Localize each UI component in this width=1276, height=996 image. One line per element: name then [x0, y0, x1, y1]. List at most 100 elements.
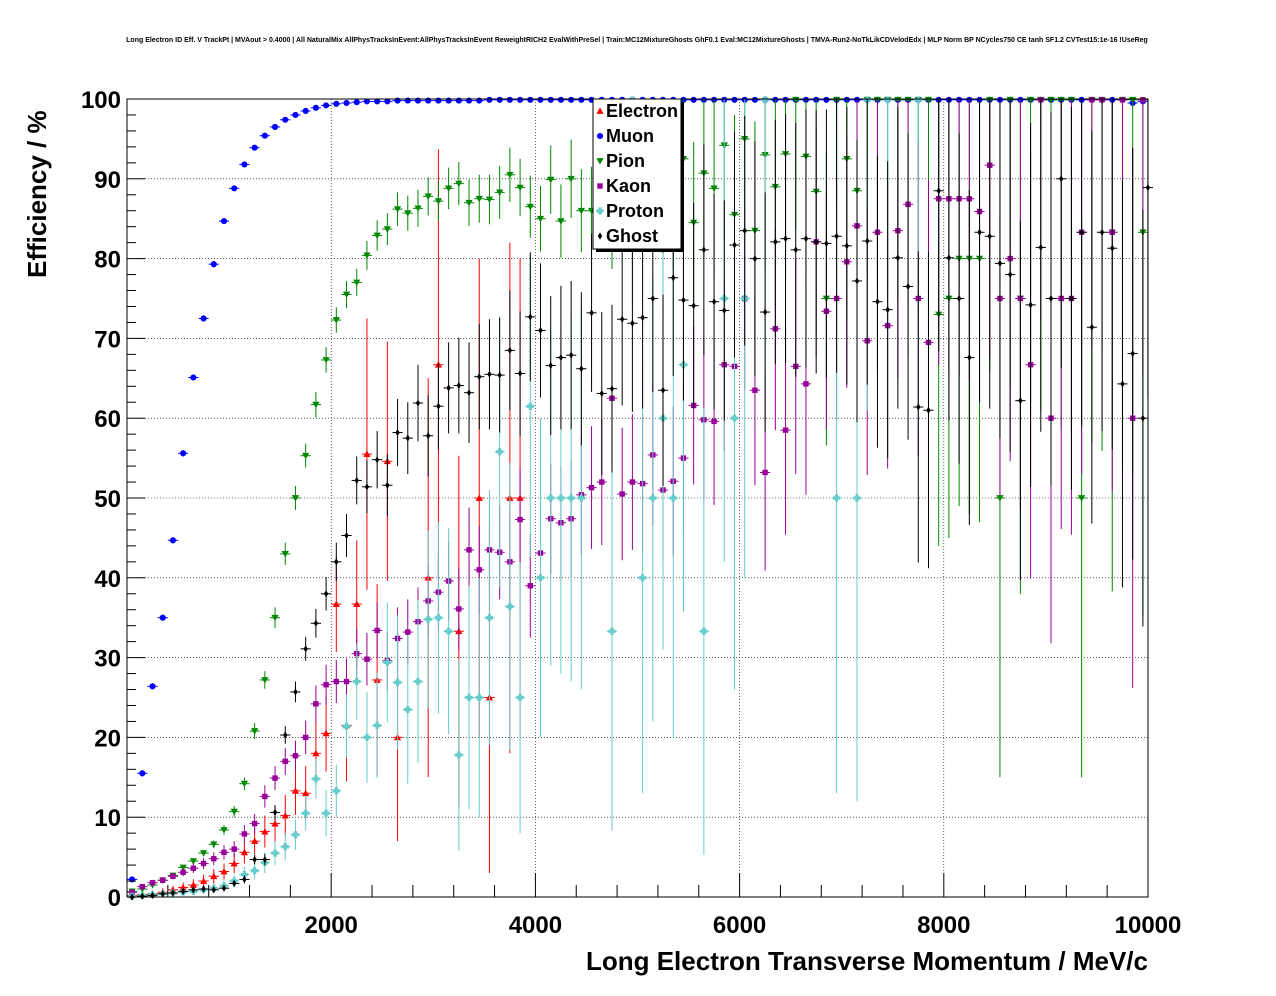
data-point	[762, 469, 768, 476]
data-point	[334, 558, 339, 566]
data-point	[496, 96, 503, 103]
data-point	[752, 255, 758, 263]
data-point	[577, 207, 585, 215]
data-point	[129, 876, 136, 883]
data-point	[140, 892, 145, 900]
data-point	[730, 414, 739, 422]
data-point	[609, 385, 615, 393]
data-point	[293, 688, 298, 696]
data-point	[548, 361, 553, 370]
data-point	[528, 313, 533, 321]
y-tick-label: 30	[94, 646, 121, 673]
data-point	[455, 97, 462, 104]
data-point	[303, 645, 308, 653]
data-point	[414, 677, 422, 686]
data-point	[516, 184, 524, 192]
data-point	[599, 389, 604, 398]
data-point	[313, 701, 319, 707]
data-point	[404, 210, 412, 217]
data-point	[536, 215, 545, 223]
data-point	[536, 574, 545, 582]
data-point	[731, 96, 738, 103]
legend-entry-proton: Proton	[596, 201, 664, 221]
data-point	[650, 294, 655, 303]
data-point	[803, 235, 809, 243]
data-point	[558, 353, 564, 362]
data-point	[1008, 270, 1013, 279]
data-point	[353, 677, 361, 686]
data-point	[996, 495, 1004, 502]
data-point	[232, 879, 237, 888]
data-point	[517, 369, 523, 378]
data-point	[302, 452, 310, 460]
data-point	[538, 326, 543, 335]
data-point	[997, 259, 1003, 267]
data-point	[231, 846, 237, 852]
data-point	[344, 531, 349, 540]
data-point	[557, 494, 565, 502]
data-point	[681, 296, 686, 304]
data-point	[1119, 97, 1126, 103]
data-point	[199, 877, 208, 884]
data-point	[1099, 228, 1105, 236]
data-point	[577, 494, 585, 502]
data-point	[261, 677, 269, 684]
data-point	[527, 583, 533, 589]
data-point	[640, 314, 645, 322]
data-point	[527, 96, 534, 103]
chart-title: Long Electron ID Eff. V TrackPt | MVAout…	[126, 37, 1148, 44]
legend-label: Muon	[606, 126, 654, 146]
data-point	[199, 850, 208, 857]
data-point	[221, 884, 227, 892]
y-tick-label: 40	[94, 566, 121, 593]
data-point	[424, 615, 432, 623]
data-point	[599, 479, 605, 485]
data-point	[169, 537, 177, 544]
y-tick-label: 10	[94, 805, 121, 832]
data-point	[363, 733, 371, 741]
data-point	[465, 693, 473, 702]
data-point	[987, 232, 992, 240]
data-point	[751, 96, 758, 103]
data-point	[782, 427, 789, 433]
data-point	[405, 434, 410, 442]
data-point	[1140, 414, 1146, 422]
data-point	[477, 373, 482, 381]
data-point	[281, 550, 289, 558]
data-point	[956, 294, 962, 303]
data-point	[180, 869, 186, 875]
data-point	[1048, 294, 1054, 303]
data-point	[1078, 495, 1086, 502]
data-point	[139, 883, 146, 890]
data-point	[322, 809, 330, 817]
data-point	[271, 849, 279, 857]
data-point	[455, 751, 463, 759]
data-point	[752, 387, 758, 393]
data-point	[150, 891, 155, 900]
data-point	[885, 306, 890, 314]
data-point	[262, 793, 268, 800]
data-point	[281, 843, 289, 851]
data-point	[671, 274, 676, 282]
data-point	[465, 199, 473, 207]
data-point	[567, 494, 575, 502]
data-point	[1079, 228, 1084, 236]
data-point	[220, 867, 228, 875]
data-point	[630, 319, 635, 327]
data-point	[393, 206, 402, 213]
data-point	[353, 279, 361, 287]
data-point	[516, 693, 524, 702]
legend-label: Kaon	[606, 176, 651, 196]
legend-entry-muon: Muon	[596, 126, 654, 146]
data-point	[332, 600, 340, 608]
x-tick-label: 10000	[1115, 912, 1182, 939]
data-point	[374, 627, 380, 634]
data-point	[180, 450, 187, 457]
data-point	[710, 185, 718, 192]
data-point	[455, 180, 463, 188]
data-point	[363, 98, 370, 105]
data-point	[506, 602, 514, 611]
legend-entry-electron: Electron	[596, 101, 678, 121]
data-point	[875, 298, 880, 306]
